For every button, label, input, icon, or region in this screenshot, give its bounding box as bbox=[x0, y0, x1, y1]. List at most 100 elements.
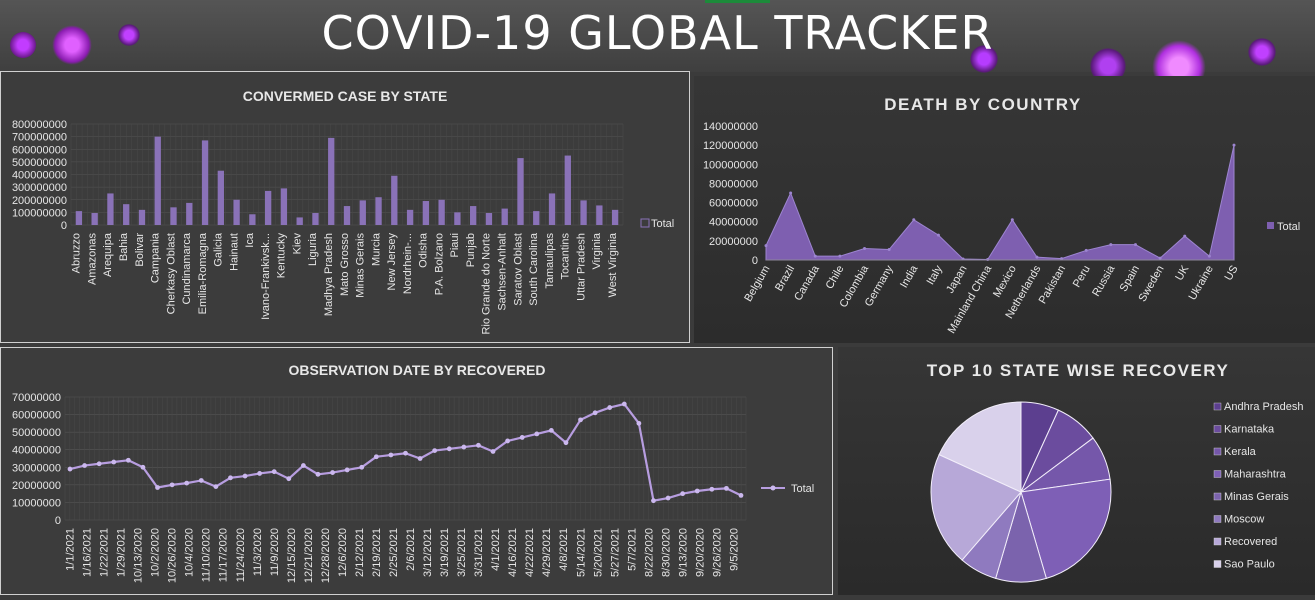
data-point bbox=[607, 405, 613, 410]
data-point bbox=[315, 471, 321, 477]
x-tick-label: 4/8/2021 bbox=[558, 528, 570, 571]
bar bbox=[201, 140, 209, 225]
x-tick-label: 4/29/2021 bbox=[541, 528, 553, 577]
data-point bbox=[1133, 243, 1137, 247]
data-point bbox=[548, 427, 554, 433]
data-point bbox=[1183, 234, 1187, 238]
x-tick-label: 9/13/2020 bbox=[677, 528, 689, 577]
x-tick-label: Punjab bbox=[465, 233, 477, 267]
x-tick-label: 10/2/2020 bbox=[150, 528, 162, 577]
x-tick-label: Campania bbox=[150, 232, 162, 283]
dashboard-title: COVID-19 GLOBAL TRACKER bbox=[321, 6, 994, 60]
y-tick-label: 40000000 bbox=[709, 217, 758, 229]
y-tick-label: 20000000 bbox=[12, 480, 61, 492]
x-tick-label: 12/21/2020 bbox=[303, 528, 315, 583]
legend-swatch bbox=[1213, 537, 1222, 546]
x-tick-label: 10/13/2020 bbox=[133, 528, 145, 583]
x-tick-label: 5/14/2021 bbox=[575, 528, 587, 577]
y-tick-label: 60000000 bbox=[12, 410, 61, 422]
data-point bbox=[694, 488, 700, 494]
legend-label: Karnataka bbox=[1224, 424, 1275, 436]
data-point bbox=[578, 417, 583, 423]
x-tick-label: 5/20/2021 bbox=[592, 528, 604, 577]
x-tick-label: 12/6/2020 bbox=[337, 528, 349, 577]
bar bbox=[328, 137, 335, 225]
data-point bbox=[789, 191, 793, 195]
x-tick-label: UK bbox=[1173, 263, 1191, 283]
data-point bbox=[125, 457, 131, 463]
x-tick-label: New Jersey bbox=[386, 233, 398, 291]
data-point bbox=[813, 254, 817, 258]
x-tick-label: 1/29/2021 bbox=[116, 528, 128, 577]
y-tick-label: 120000000 bbox=[703, 140, 758, 152]
x-tick-label: Bolivar bbox=[134, 233, 146, 267]
x-tick-label: 1/1/2021 bbox=[65, 528, 77, 571]
bar bbox=[217, 170, 224, 225]
data-point bbox=[1232, 143, 1236, 147]
x-tick-label: 8/22/2020 bbox=[643, 528, 655, 577]
bar bbox=[533, 211, 540, 225]
pie-slice bbox=[1020, 478, 1112, 579]
legend-swatch bbox=[1213, 425, 1222, 433]
y-tick-label: 500000000 bbox=[12, 157, 67, 169]
data-point bbox=[403, 450, 408, 456]
data-point bbox=[213, 484, 219, 490]
bar bbox=[422, 201, 430, 225]
data-point bbox=[446, 446, 452, 452]
bar bbox=[249, 214, 256, 225]
data-point bbox=[67, 466, 73, 472]
legend-label: Kerala bbox=[1224, 446, 1257, 458]
data-point bbox=[621, 401, 627, 407]
data-point bbox=[111, 459, 117, 465]
data-point bbox=[680, 491, 686, 497]
data-point bbox=[359, 464, 365, 470]
x-tick-label: 2/12/2021 bbox=[354, 528, 366, 577]
bar bbox=[596, 205, 603, 225]
legend-swatch bbox=[1213, 447, 1222, 456]
data-point bbox=[1158, 256, 1162, 260]
y-tick-label: 100000000 bbox=[12, 207, 67, 219]
x-tick-label: Brazil bbox=[773, 264, 797, 294]
x-tick-label: Bahia bbox=[118, 232, 130, 261]
pie-slice bbox=[938, 401, 1022, 493]
bar bbox=[312, 213, 319, 225]
data-point bbox=[169, 482, 175, 488]
x-tick-label: 9/26/2020 bbox=[711, 528, 723, 577]
data-point bbox=[242, 473, 248, 479]
data-point bbox=[228, 475, 233, 481]
data-point bbox=[764, 244, 768, 248]
y-tick-label: 50000000 bbox=[12, 427, 61, 439]
data-point bbox=[863, 247, 867, 251]
legend-label: Maharashtra bbox=[1224, 469, 1287, 481]
data-point bbox=[1060, 257, 1064, 261]
bar bbox=[343, 206, 351, 225]
bar bbox=[75, 211, 83, 225]
x-tick-label: Cherkasy Oblast bbox=[165, 233, 177, 314]
data-point bbox=[417, 456, 423, 461]
x-tick-label: Chile bbox=[824, 264, 847, 292]
data-point bbox=[519, 435, 525, 440]
legend-label: Andhra Pradesh bbox=[1224, 401, 1304, 413]
bar bbox=[470, 206, 477, 225]
bar bbox=[611, 209, 619, 225]
x-tick-label: 2/6/2021 bbox=[405, 528, 417, 571]
x-tick-label: US bbox=[1223, 264, 1241, 283]
bar bbox=[107, 193, 114, 225]
data-point bbox=[665, 495, 671, 501]
data-point bbox=[1109, 243, 1113, 247]
data-point bbox=[300, 463, 306, 468]
x-tick-label: Spain bbox=[1118, 264, 1142, 294]
y-tick-label: 40000000 bbox=[12, 445, 61, 457]
pie-slice bbox=[930, 453, 1022, 561]
x-tick-label: Emilia-Romagna bbox=[197, 232, 209, 314]
x-tick-label: Italy bbox=[925, 263, 946, 287]
x-tick-label: Tamaulipas bbox=[544, 233, 556, 289]
bar bbox=[485, 213, 493, 225]
bar bbox=[138, 209, 146, 225]
data-point bbox=[257, 471, 263, 476]
data-point bbox=[1084, 248, 1088, 252]
data-point bbox=[936, 233, 940, 237]
x-tick-label: Murcia bbox=[370, 232, 382, 266]
legend-swatch bbox=[770, 485, 776, 491]
x-tick-label: Rio Grande do Norte bbox=[481, 233, 493, 335]
